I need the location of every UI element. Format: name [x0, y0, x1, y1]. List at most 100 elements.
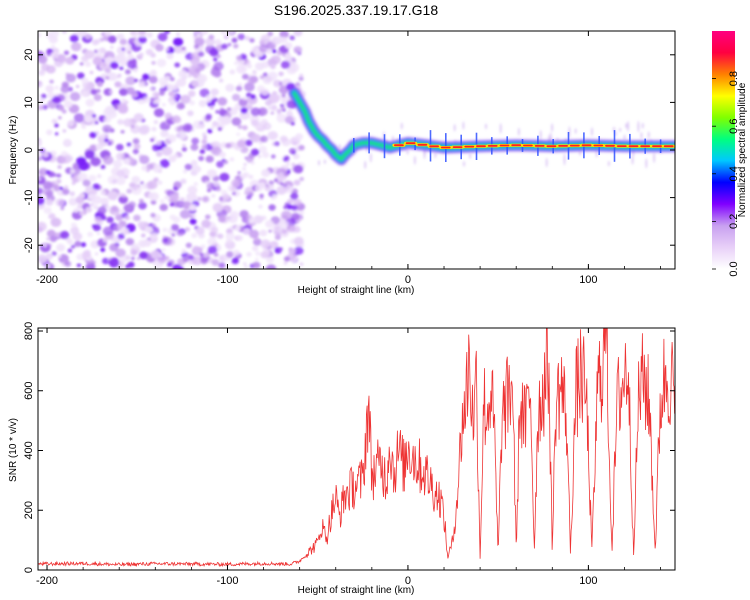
noise-blob — [270, 154, 276, 159]
noise-blob — [181, 46, 186, 51]
noise-blob — [272, 49, 277, 54]
noise-blob — [279, 31, 289, 39]
noise-blob — [56, 243, 66, 252]
noise-blob — [208, 34, 215, 40]
noise-blob — [156, 58, 167, 68]
noise-speck — [627, 120, 630, 132]
noise-blob — [225, 238, 232, 244]
noise-blob — [157, 32, 168, 42]
noise-speck — [369, 152, 372, 163]
noise-blob — [91, 224, 97, 228]
noise-blob — [187, 74, 192, 78]
snr-frame — [37, 327, 676, 571]
noise-blob — [81, 77, 89, 85]
noise-speck — [463, 161, 465, 167]
noise-speck — [485, 123, 487, 130]
noise-blob — [194, 37, 205, 47]
noise-blob — [265, 220, 274, 228]
noise-blob — [131, 256, 135, 261]
noise-blob — [92, 183, 100, 190]
noise-blob — [225, 232, 235, 241]
noise-blob — [199, 252, 204, 256]
noise-blob — [293, 179, 301, 186]
noise-blob — [298, 210, 305, 216]
noise-blob — [109, 243, 119, 252]
noise-blob — [118, 52, 126, 60]
noise-blob — [164, 140, 169, 145]
noise-blob — [212, 121, 219, 127]
snr-x-ticks: -200 -100 0 100 — [36, 328, 661, 587]
noise-blob — [231, 257, 239, 265]
noise-blob — [150, 250, 161, 259]
noise-blob — [276, 108, 282, 114]
noise-blob — [87, 231, 94, 237]
noise-blob — [246, 252, 252, 257]
noise-speck — [653, 152, 656, 163]
noise-blob — [276, 113, 287, 123]
colorbar-gradient — [712, 31, 735, 269]
noise-blob — [290, 192, 299, 200]
noise-blob — [70, 222, 77, 228]
snr-x-tick-label: 0 — [405, 575, 411, 587]
noise-speck — [338, 143, 341, 151]
noise-blob — [140, 181, 144, 185]
noise-blob — [248, 174, 254, 179]
noise-blob — [229, 225, 234, 230]
noise-blob — [85, 262, 96, 269]
noise-blob — [198, 100, 207, 107]
noise-blob — [207, 128, 213, 134]
noise-blob — [179, 266, 184, 269]
spectrogram-x-tick-label: 0 — [405, 274, 411, 286]
snr-x-tick-label: -100 — [216, 575, 238, 587]
noise-blob — [217, 233, 224, 239]
noise-blob — [77, 31, 88, 37]
noise-blob — [168, 155, 177, 163]
snr-y-axis-label: SNR (10 * v/v) — [8, 418, 19, 482]
noise-blob — [90, 88, 98, 95]
noise-blob — [191, 80, 199, 87]
noise-blob — [229, 157, 235, 162]
noise-blob — [217, 126, 223, 131]
noise-blob — [182, 256, 189, 263]
noise-blob — [219, 151, 226, 158]
noise-blob — [176, 32, 180, 36]
noise-blob — [115, 248, 126, 258]
noise-blob — [201, 219, 211, 228]
noise-blob — [169, 99, 176, 106]
noise-blob — [94, 252, 99, 256]
noise-blob — [124, 215, 130, 221]
noise-blob — [248, 217, 257, 225]
noise-blob — [293, 153, 300, 160]
noise-blob — [164, 75, 171, 82]
noise-blob — [127, 261, 135, 268]
noise-blob — [273, 228, 283, 236]
noise-blob — [260, 40, 265, 45]
noise-blob — [229, 69, 236, 75]
noise-blob — [152, 164, 163, 173]
noise-blob — [38, 156, 42, 161]
noise-blob — [198, 51, 205, 57]
noise-blob — [205, 98, 212, 103]
noise-blob — [220, 31, 227, 35]
noise-blob — [268, 229, 272, 233]
noise-blob — [138, 36, 147, 44]
noise-blob — [212, 202, 224, 213]
noise-blob — [164, 31, 170, 35]
noise-blob — [69, 34, 79, 43]
noise-blob — [293, 236, 304, 246]
noise-blob — [71, 181, 76, 185]
noise-blob — [237, 33, 245, 40]
noise-speck — [499, 123, 502, 134]
noise-blob — [131, 242, 139, 250]
noise-blob — [178, 153, 183, 157]
noise-blob — [245, 139, 253, 146]
noise-blob — [90, 157, 101, 167]
noise-blob — [286, 65, 297, 75]
noise-blob — [103, 116, 112, 123]
noise-blob — [116, 75, 121, 79]
noise-blob — [132, 138, 140, 145]
noise-blob — [206, 169, 217, 178]
noise-blob — [180, 94, 191, 104]
noise-blob — [211, 146, 222, 156]
noise-blob — [38, 170, 44, 175]
